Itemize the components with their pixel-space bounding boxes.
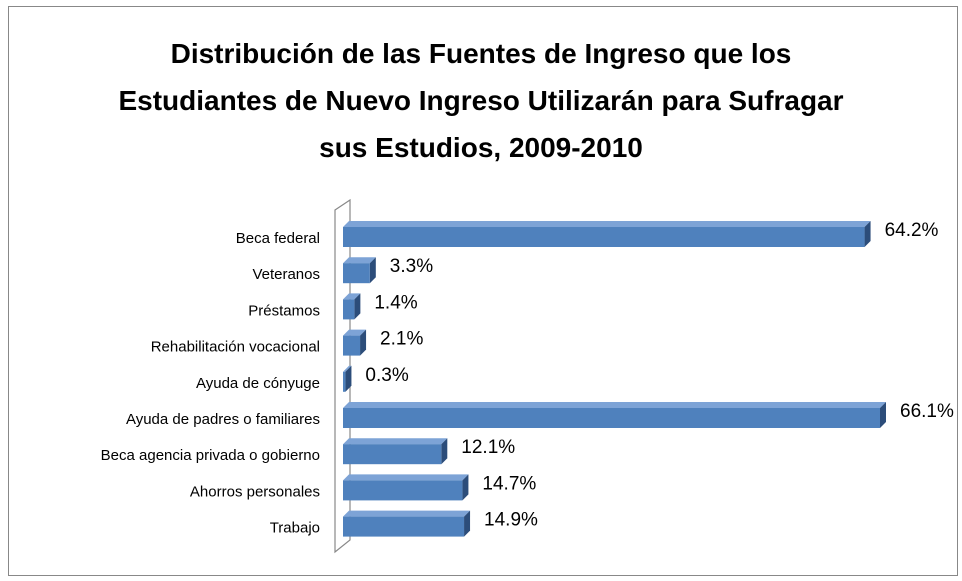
bar-top xyxy=(343,510,471,517)
bar-top xyxy=(343,257,376,264)
bar xyxy=(343,299,355,320)
value-label: 14.7% xyxy=(482,473,536,494)
chart-title: Distribución de las Fuentes de Ingreso q… xyxy=(118,38,844,163)
bar xyxy=(343,444,442,465)
bar-side xyxy=(360,329,367,356)
bar xyxy=(343,371,346,392)
category-label: Préstamos xyxy=(248,302,320,319)
bar-top xyxy=(343,293,361,300)
bar-side xyxy=(462,474,469,501)
chart-frame xyxy=(8,6,958,576)
category-label: Ahorros personales xyxy=(190,483,320,500)
value-label: 64.2% xyxy=(885,220,939,241)
category-label: Trabajo xyxy=(270,520,320,537)
category-label: Beca federal xyxy=(236,230,320,247)
bar-side xyxy=(354,293,361,320)
category-label: Veteranos xyxy=(252,266,320,283)
bar-top xyxy=(343,438,448,445)
value-label: 0.3% xyxy=(365,365,408,386)
bar xyxy=(343,227,865,247)
bar-side xyxy=(369,257,376,284)
bar xyxy=(343,335,361,356)
category-label: Ayuda de cónyuge xyxy=(196,375,320,392)
bar-side xyxy=(441,438,448,465)
value-label: 66.1% xyxy=(900,401,954,422)
bar-side xyxy=(464,510,471,537)
bar xyxy=(343,263,370,284)
category-label: Beca agencia privada o gobierno xyxy=(101,447,320,464)
value-label: 1.4% xyxy=(374,292,417,313)
bar xyxy=(343,408,880,428)
value-label: 14.9% xyxy=(484,510,538,531)
bar-top xyxy=(343,329,367,336)
bar-side xyxy=(864,221,871,247)
value-label: 2.1% xyxy=(380,329,423,350)
value-label: 3.3% xyxy=(390,256,433,277)
title-box: Distribución de las Fuentes de Ingreso q… xyxy=(0,30,962,171)
bar-top xyxy=(343,365,352,372)
bar-top xyxy=(343,221,871,227)
bar-top xyxy=(343,474,469,481)
bar-side xyxy=(880,402,886,428)
bar-top xyxy=(343,402,886,408)
value-label: 12.1% xyxy=(461,437,515,458)
bar xyxy=(343,516,465,537)
bar xyxy=(343,480,463,501)
category-label: Ayuda de padres o familiares xyxy=(126,411,320,428)
bar-side xyxy=(345,365,352,392)
category-label: Rehabilitación vocacional xyxy=(151,339,320,356)
